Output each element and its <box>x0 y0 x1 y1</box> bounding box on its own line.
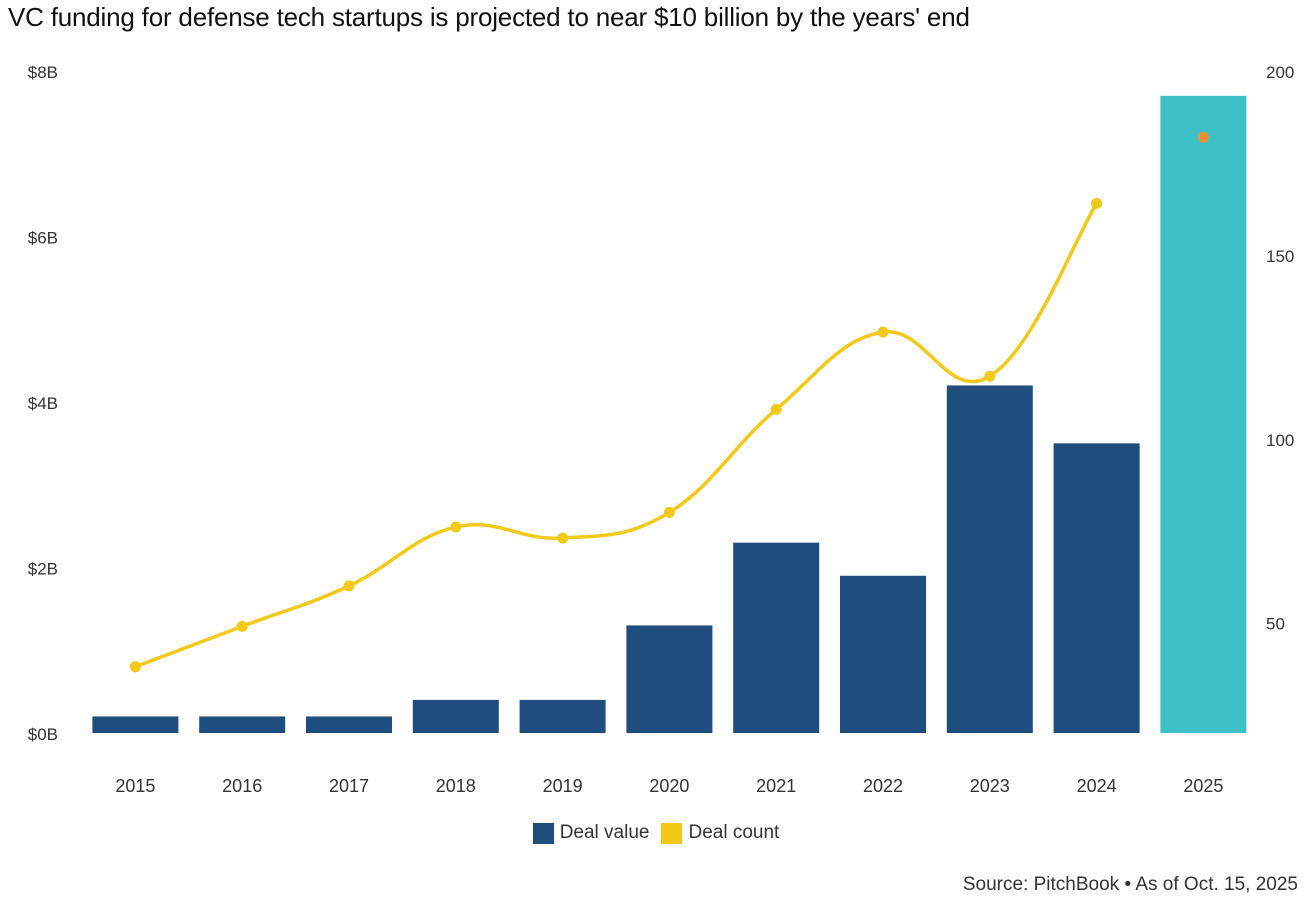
deal-value-bar <box>92 716 179 733</box>
left-axis-tick-label: $4B <box>28 394 58 413</box>
deal-count-point <box>877 326 889 338</box>
x-axis-tick-label: 2024 <box>1077 776 1117 796</box>
source-note: Source: PitchBook • As of Oct. 15, 2025 <box>962 874 1298 895</box>
deal-value-bar <box>199 716 286 733</box>
x-axis-tick-label: 2020 <box>649 776 689 796</box>
right-axis-tick-label: 50 <box>1266 615 1285 634</box>
deal-value-bar <box>519 699 606 733</box>
x-axis-tick-label: 2016 <box>222 776 262 796</box>
deal-count-point <box>557 532 569 544</box>
left-axis-tick-label: $6B <box>28 229 58 248</box>
deal-value-bar <box>412 699 499 733</box>
deal-count-point <box>450 521 462 533</box>
left-axis-tick-label: $8B <box>28 63 58 82</box>
deal-value-bar-projected <box>1160 95 1247 733</box>
x-axis-tick-label: 2017 <box>329 776 369 796</box>
legend-item-deal-value: Deal value <box>532 822 650 844</box>
chart-title: VC funding for defense tech startups is … <box>8 2 970 32</box>
left-axis: $0B $2B $4B $6B $8B <box>28 63 58 744</box>
x-axis-tick-label: 2021 <box>756 776 796 796</box>
x-axis-tick-label: 2018 <box>436 776 476 796</box>
deal-count-point <box>984 370 996 382</box>
x-axis-tick-label: 2022 <box>863 776 903 796</box>
right-axis-tick-label: 200 <box>1266 63 1294 82</box>
deal-value-bars <box>92 95 1247 733</box>
legend: Deal value Deal count <box>0 822 1312 844</box>
x-axis-tick-label: 2019 <box>543 776 583 796</box>
deal-count-point <box>1091 197 1103 209</box>
deal-value-bar <box>306 716 392 733</box>
deal-count-point <box>663 506 675 518</box>
left-axis-tick-label: $2B <box>28 560 58 579</box>
deal-value-bar <box>946 385 1033 733</box>
right-axis: 50 100 150 200 <box>1266 63 1294 634</box>
legend-item-deal-count: Deal count <box>661 822 779 844</box>
deal-value-bar <box>840 575 926 733</box>
legend-label-deal-value: Deal value <box>559 822 650 843</box>
deal-count-point <box>129 661 141 673</box>
right-axis-tick-label: 100 <box>1266 431 1294 450</box>
deal-value-bar <box>733 542 820 733</box>
deal-value-bar <box>626 625 713 733</box>
x-axis-tick-label: 2023 <box>970 776 1010 796</box>
x-axis: 2015 2016 2017 2018 2019 2020 2021 2022 2023 2024… <box>115 776 1223 796</box>
right-axis-tick-label: 150 <box>1266 247 1294 266</box>
deal-count-point <box>236 620 248 632</box>
left-axis-tick-label: $0B <box>28 725 58 744</box>
deal-count-swatch <box>661 822 683 844</box>
deal-count-line-path <box>133 201 1099 669</box>
deal-count-line <box>129 131 1209 673</box>
x-axis-tick-label: 2015 <box>115 776 155 796</box>
legend-label-deal-count: Deal count <box>688 822 780 843</box>
deal-count-point-projected <box>1197 131 1209 143</box>
x-axis-tick-label: 2025 <box>1183 776 1223 796</box>
deal-value-swatch <box>532 822 554 844</box>
deal-count-point <box>343 580 355 592</box>
deal-count-point <box>770 403 782 415</box>
deal-value-bar <box>1053 443 1140 733</box>
